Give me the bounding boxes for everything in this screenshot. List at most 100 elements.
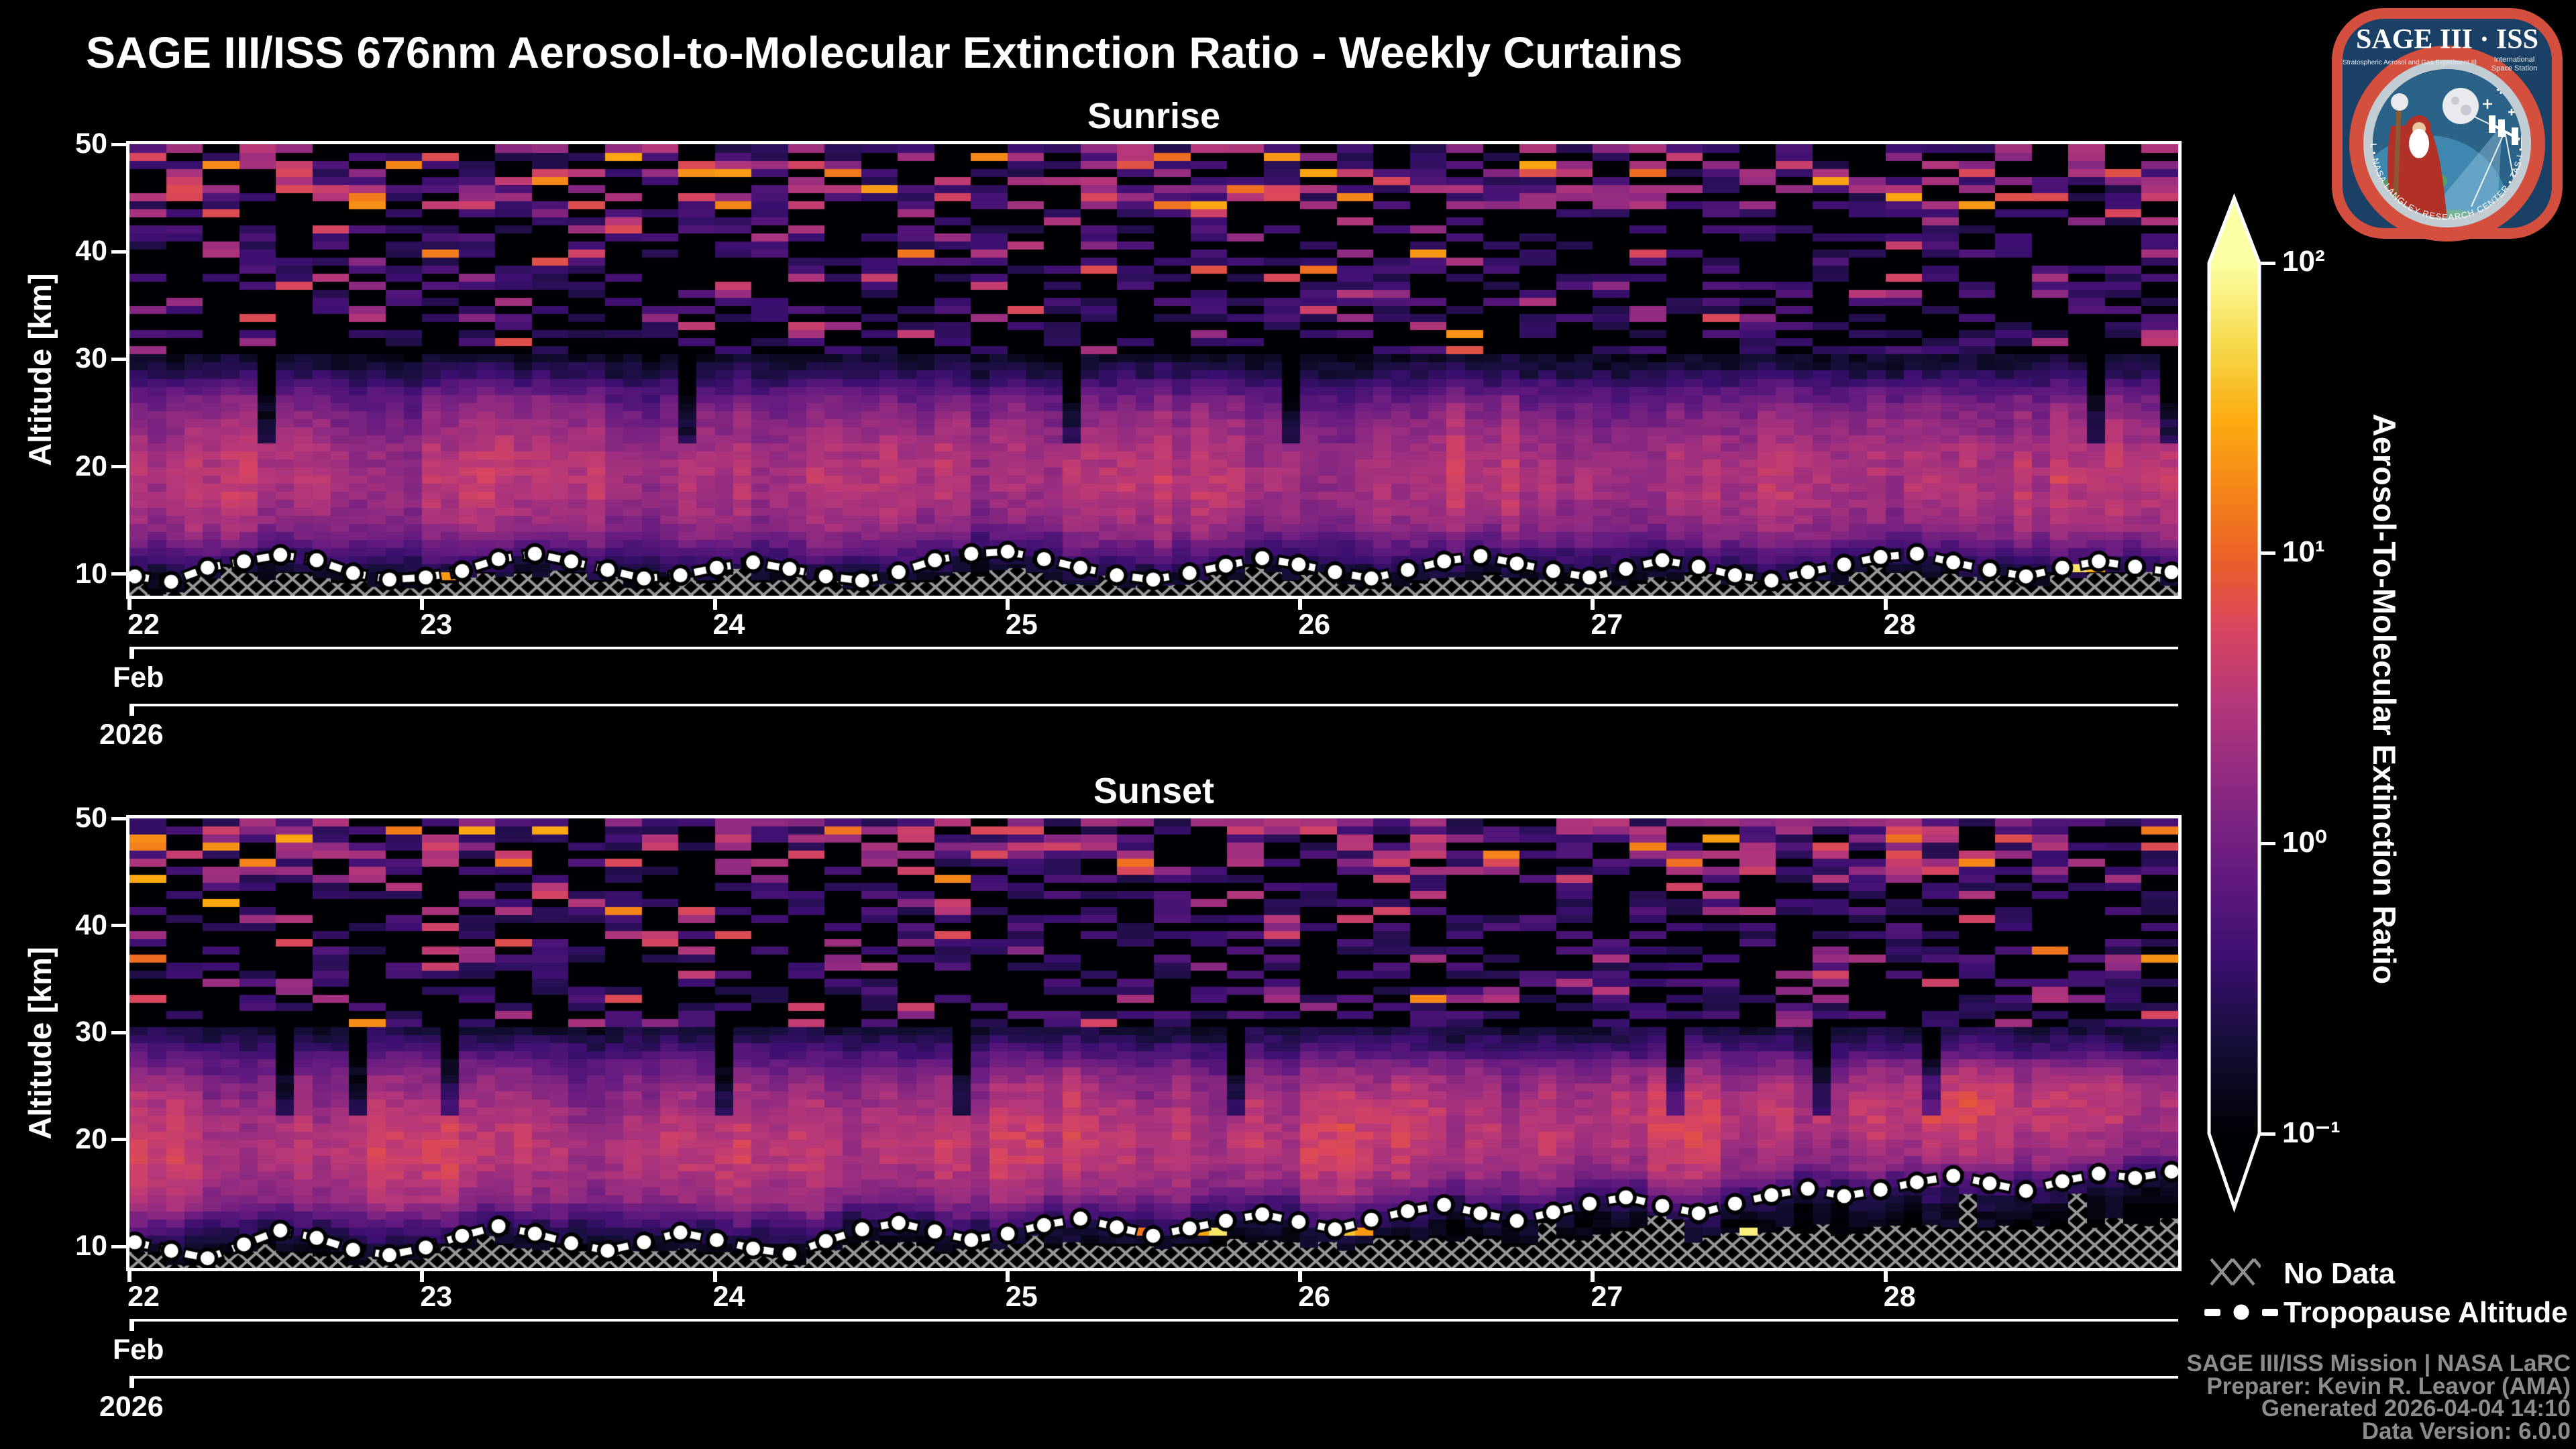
sunrise-ytick-label: 40 [75,235,107,268]
sunrise-ytick-label: 50 [75,127,107,160]
sunset-ytick-label: 20 [75,1122,107,1155]
sunrise-heatmap-panel [126,141,2182,599]
sunrise-ytick-mark [111,357,126,361]
sunrise-ytick-label: 30 [75,342,107,375]
sunrise-xtick-mark [1591,599,1595,610]
sunset-year-axis-line [129,1376,2178,1379]
sunrise-xtick-mark [1298,599,1303,610]
sunrise-ytick-label: 10 [75,557,107,590]
moon-icon [2443,88,2479,124]
sunrise-year-axis-line [129,704,2178,706]
sunrise-xtick-label: 22 [127,608,160,641]
sunset-ytick-label: 50 [75,802,107,834]
sunrise-heatmap-canvas [129,144,2178,596]
sunrise-ytick-mark [111,142,126,146]
sunset-ytick-mark [111,924,126,928]
sunrise-month-label: Feb [113,661,164,694]
iss-icon [2489,115,2522,149]
sunrise-ytick-mark [111,572,126,576]
patch-subtitle-right2: Space Station [2491,64,2538,72]
patch-gray-ring [2363,60,2531,227]
sunrise-xtick-mark [127,599,131,610]
attribution-line: Preparer: Kevin R. Leavor (AMA) [2206,1373,2571,1399]
sunrise-xtick-label: 27 [1591,608,1623,641]
sunset-ytick-label: 30 [75,1016,107,1049]
sunrise-xtick-label: 24 [712,608,745,641]
sunset-year-label: 2026 [99,1391,164,1423]
attribution-line: Data Version: 6.0.0 [2361,1417,2571,1444]
sunset-month-axis-tick [129,1319,134,1331]
sunrise-xtick-label: 28 [1883,608,1916,641]
sunset-xtick-mark [712,1271,717,1282]
sunset-xtick-mark [127,1271,131,1282]
patch-title: SAGE III · ISS [2356,24,2538,55]
sunrise-xtick-mark [1883,599,1888,610]
attribution-line: Generated 2026-04-04 14:10 [2261,1395,2571,1421]
colorbar-gradient-bar [2207,193,2261,1213]
sunset-xtick-label: 24 [712,1281,745,1313]
patch-red-ring [2349,46,2545,241]
tropopause-legend-icon [2204,1299,2278,1325]
sunrise-ytick-mark [111,465,126,469]
moon-crater [2461,105,2471,115]
sunrise-panel-title: Sunrise [1087,96,1221,136]
sunset-ytick-label: 10 [75,1230,107,1263]
attribution-block: SAGE III/ISS Mission | NASA LaRC Preparer… [2187,1352,2571,1442]
sunset-xtick-mark [1591,1271,1595,1282]
colorbar [2207,193,2261,1213]
sunset-month-label: Feb [113,1334,164,1366]
sunrise-month-axis-line [129,647,2178,649]
colorbar-tick-mark [2259,841,2275,845]
sunset-ytick-mark [111,816,126,820]
sunset-xtick-mark [1005,1271,1010,1282]
colorbar-tick-label: 10⁰ [2282,826,2327,859]
sunrise-year-label: 2026 [99,718,164,751]
sunset-heatmap-canvas [129,818,2178,1268]
sunset-ytick-mark [111,1030,126,1034]
no-data-hatch-icon [2208,1255,2261,1290]
main-title: SAGE III/ISS 676nm Aerosol-to-Molecular … [86,28,1683,77]
colorbar-tick-label: 10² [2282,245,2325,278]
sunrise-xtick-label: 25 [1005,608,1038,641]
colorbar-tick-label: 10⁻¹ [2282,1116,2341,1149]
sunrise-xtick-mark [1005,599,1010,610]
sunset-xtick-label: 22 [127,1281,160,1313]
sunset-xtick-label: 23 [420,1281,453,1313]
colorbar-tick-mark [2259,261,2275,265]
colorbar-label: Aerosol-To-Molecular Extinction Ratio [2367,413,2402,985]
colorbar-tick-label: 10¹ [2282,535,2325,568]
moon-crater [2451,97,2459,105]
sunset-ytick-mark [111,1244,126,1248]
sunset-xtick-mark [1883,1271,1888,1282]
sunset-ytick-label: 40 [75,908,107,941]
sunset-ytick-mark [111,1138,126,1142]
patch-subtitle-right: International [2494,56,2535,64]
sunset-heatmap-panel [126,815,2182,1271]
legend-no-data-label: No Data [2284,1257,2396,1290]
sunset-xtick-label: 26 [1298,1281,1331,1313]
sunrise-ytick-mark [111,250,126,254]
mission-patch-logo: SAGE III · ISS Stratospheric Aerosol and… [2329,5,2563,241]
sunset-xtick-label: 28 [1883,1281,1916,1313]
colorbar-tick-mark [2259,551,2275,555]
attribution-line: SAGE III/ISS Mission | NASA LaRC [2186,1350,2571,1377]
sightline-earth [2471,131,2506,207]
sunrise-year-axis-tick [129,704,134,716]
sunrise-month-axis-tick [129,647,134,659]
sunset-year-axis-tick [129,1376,134,1388]
sunset-xtick-mark [420,1271,425,1282]
sunrise-ytick-label: 20 [75,449,107,482]
sunset-month-axis-line [129,1319,2178,1322]
sunrise-xtick-mark [712,599,717,610]
patch-subtitle-left: Stratospheric Aerosol and Gas Experiment… [2343,59,2477,66]
sunrise-xtick-label: 23 [420,608,453,641]
sunset-panel-title: Sunset [1093,771,1215,811]
sunrise-xtick-mark [420,599,425,610]
sunrise-xtick-label: 26 [1298,608,1331,641]
colorbar-tick-mark [2259,1132,2275,1136]
wizard-figure [2387,93,2447,218]
sunset-xtick-mark [1298,1271,1303,1282]
sunset-xtick-label: 27 [1591,1281,1623,1313]
legend-tropopause-label: Tropopause Altitude [2284,1296,2568,1329]
